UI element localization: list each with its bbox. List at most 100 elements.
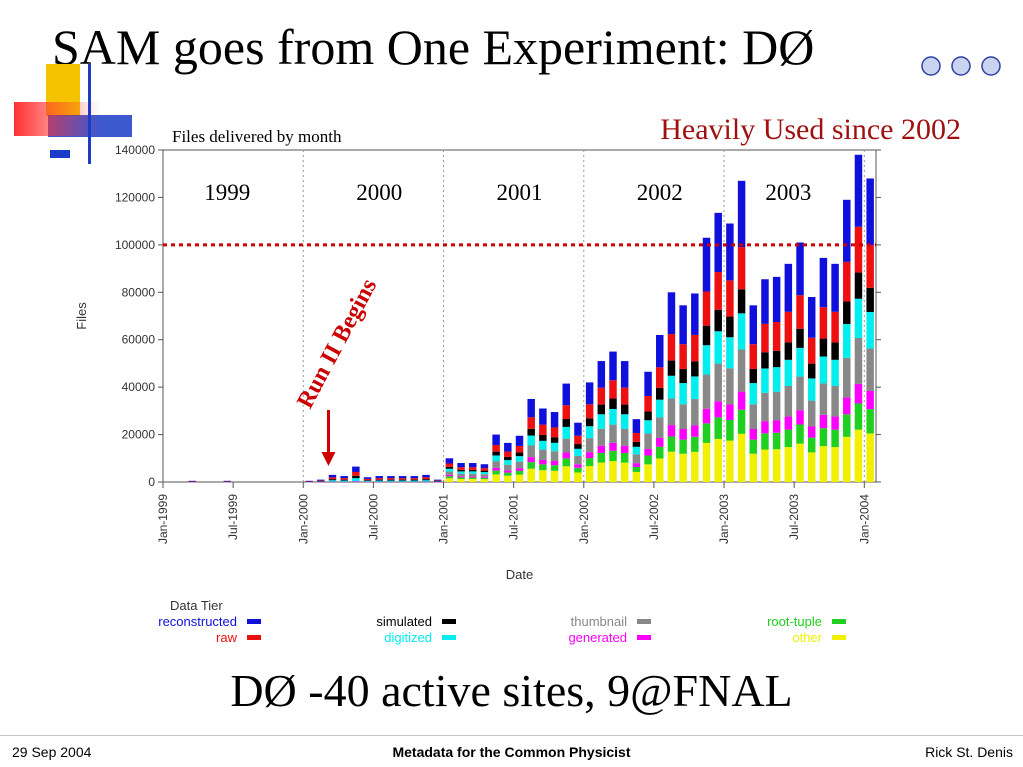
x-axis-label: Date	[506, 567, 533, 582]
bar-segment	[866, 409, 874, 434]
callout-arrow-head	[321, 452, 336, 466]
bar-segment	[515, 470, 524, 475]
bar-segment	[469, 477, 477, 479]
bar-segment	[609, 450, 617, 462]
year-label: 2002	[637, 180, 683, 205]
bar-segment	[772, 321, 781, 351]
bar-segment	[433, 480, 442, 482]
bar-segment	[340, 479, 348, 481]
bar-segment	[457, 467, 465, 470]
bar-segment	[585, 458, 594, 467]
bar-segment	[422, 481, 430, 483]
legend-label: simulated	[376, 614, 432, 629]
bar-segment	[597, 428, 606, 446]
bar-segment	[749, 344, 758, 369]
bar-segment	[539, 470, 547, 482]
bar-segment	[363, 480, 372, 481]
bar-segment	[504, 464, 512, 471]
bar-segment	[492, 470, 500, 475]
bar-segment	[866, 178, 874, 246]
bar-segment	[702, 291, 711, 326]
bar-segment	[574, 422, 582, 436]
bar-segment	[539, 408, 547, 425]
legend-label: generated	[568, 630, 627, 645]
bar-segment	[515, 445, 524, 453]
bar-segment	[492, 467, 500, 471]
bar-segment	[305, 481, 313, 483]
slide-title: SAM goes from One Experiment: DØ	[52, 19, 815, 75]
bar-segment	[539, 440, 547, 450]
bar-segment	[527, 457, 535, 463]
bar-segment	[667, 292, 676, 335]
bar-segment	[644, 433, 652, 449]
bar-segment	[620, 404, 629, 415]
bar-segment	[656, 437, 664, 447]
bar-segment	[609, 424, 617, 443]
bar-segment	[819, 257, 828, 308]
bar-segment	[515, 452, 524, 457]
files-delivered-chart: 0 20000 40000 60000 80000 100000 120000 140000 F…	[74, 143, 881, 645]
bar-segment	[726, 280, 734, 317]
legend-swatch	[832, 619, 846, 624]
bar-segment	[469, 463, 477, 468]
bar-segment	[317, 480, 325, 482]
bar-segment	[363, 480, 372, 482]
bar-segment	[223, 481, 232, 483]
bar-segment	[656, 334, 664, 368]
bar-segment	[574, 467, 582, 473]
bar-segment	[772, 276, 781, 322]
bar-segment	[480, 474, 489, 477]
bar-segment	[504, 475, 512, 482]
bar-segment	[761, 433, 769, 450]
bar-segment	[714, 331, 722, 364]
bar-segment	[305, 481, 313, 482]
bar-segment	[317, 481, 325, 483]
bar-segment	[352, 471, 360, 476]
bar-segment	[843, 323, 851, 358]
bar-segment	[562, 458, 570, 467]
bar-segment	[620, 361, 629, 388]
bar-segment	[632, 466, 641, 472]
bar-segment	[550, 412, 559, 428]
bar-segment	[644, 411, 652, 421]
bar-segment	[737, 349, 746, 392]
bar-segment	[457, 478, 465, 482]
bar-segment	[702, 237, 711, 292]
bar-segment	[550, 465, 559, 471]
bar-segment	[398, 481, 407, 483]
bar-segment	[807, 378, 816, 401]
bar-segment	[492, 434, 500, 446]
bar-segment	[761, 392, 769, 422]
chart-annotation: Heavily Used since 2002	[660, 113, 961, 146]
bar-segment	[398, 480, 407, 482]
bar-segment	[644, 371, 652, 396]
bar-segment	[819, 338, 828, 357]
bar-segment	[550, 442, 559, 452]
bar-segment	[691, 376, 699, 400]
bar-segment	[784, 263, 793, 312]
bar-segment	[574, 464, 582, 468]
bar-segment	[644, 395, 652, 412]
bar-segment	[515, 474, 524, 482]
bar-segment	[328, 481, 337, 483]
bar-segment	[469, 476, 477, 478]
bar-segment	[866, 245, 874, 288]
bar-segment	[480, 472, 489, 475]
bar-segment	[679, 439, 687, 454]
bar-segment	[387, 481, 395, 483]
bar-segment	[422, 477, 430, 480]
bar-segment	[457, 476, 465, 478]
bar-segment	[574, 455, 582, 465]
bar-segment	[866, 348, 874, 391]
bar-segment	[702, 325, 711, 346]
bar-segment	[609, 442, 617, 451]
bar-segment	[352, 481, 360, 482]
bar-segment	[691, 425, 699, 437]
bar-segment	[702, 374, 711, 409]
bar-segment	[539, 434, 547, 441]
bar-segment	[796, 424, 804, 444]
bar-segment	[457, 463, 465, 468]
bar-segment	[445, 463, 454, 467]
bar-segment	[375, 481, 383, 483]
bar-segment	[422, 479, 430, 481]
